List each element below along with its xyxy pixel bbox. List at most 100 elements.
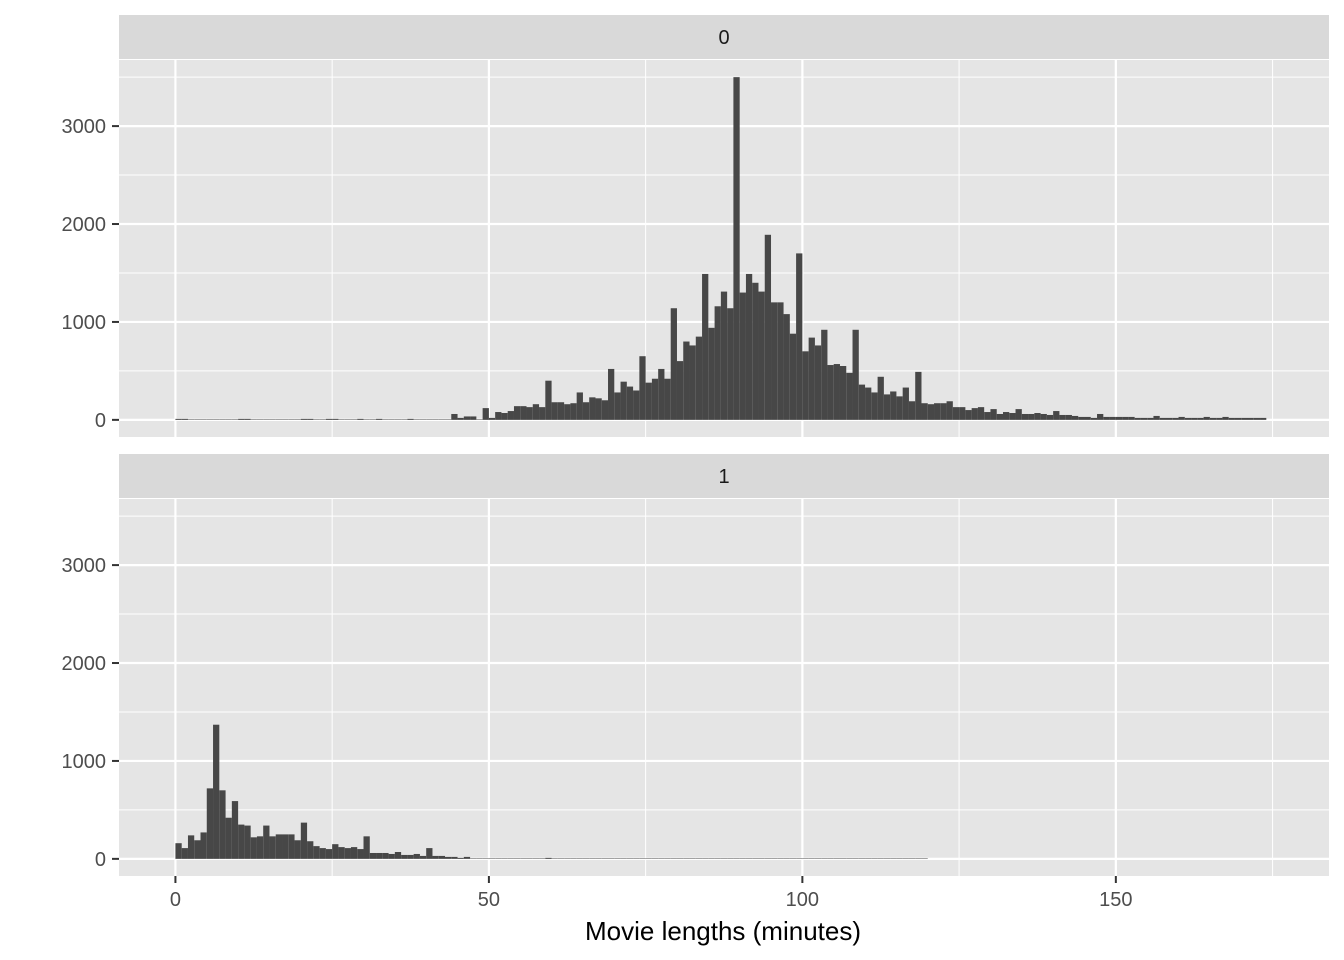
histogram-bar — [777, 302, 784, 420]
histogram-bar — [520, 858, 527, 859]
histogram-bar — [250, 837, 257, 859]
histogram-bar — [752, 858, 759, 859]
histogram-bar — [614, 858, 621, 859]
histogram-bar — [1228, 417, 1235, 420]
histogram-bar — [1159, 417, 1166, 420]
x-tick-label: 50 — [478, 889, 500, 911]
histogram-bar — [902, 387, 909, 420]
histogram-bar — [1216, 417, 1223, 420]
histogram-bar — [225, 419, 232, 420]
histogram-bar — [463, 416, 471, 420]
histogram-bar — [877, 858, 884, 859]
histogram-bar — [532, 404, 540, 420]
histogram-bar — [846, 372, 853, 420]
histogram-bar — [539, 407, 546, 420]
x-axis-title: Movie lengths (minutes) — [585, 916, 861, 946]
histogram-bar — [219, 419, 226, 420]
histogram-bar — [369, 419, 377, 420]
histogram-bar — [369, 852, 377, 859]
histogram-bar — [557, 402, 565, 420]
histogram-bar — [890, 858, 897, 859]
histogram-bar — [658, 858, 665, 859]
x-tick-label: 100 — [786, 889, 819, 911]
facet-panel-1: 1 0 1000 2000 3000 — [62, 454, 1329, 876]
histogram-bar — [971, 408, 978, 420]
histogram-bar — [908, 858, 916, 859]
histogram-bar — [727, 308, 734, 420]
histogram-bar — [300, 418, 308, 420]
histogram-bar — [445, 419, 452, 420]
y-tick-label: 0 — [95, 849, 106, 871]
histogram-bar — [438, 419, 446, 420]
histogram-bar — [695, 336, 703, 420]
histogram-bar — [388, 419, 395, 420]
histogram-bar — [789, 858, 797, 859]
histogram-bar — [1260, 417, 1267, 420]
histogram-bar — [576, 392, 583, 420]
histogram-bar — [394, 419, 402, 420]
histogram-bar — [300, 822, 308, 859]
histogram-bar — [664, 378, 671, 420]
histogram-bar — [363, 836, 370, 859]
histogram-bar — [921, 403, 928, 420]
histogram-bar — [263, 825, 270, 859]
histogram-bar — [1153, 415, 1160, 420]
histogram-bar — [814, 345, 822, 420]
histogram-bar — [231, 801, 239, 859]
histogram-bar — [645, 858, 652, 859]
histogram-bar — [1053, 411, 1060, 420]
histogram-bar — [463, 856, 471, 859]
histogram-bar — [714, 306, 721, 420]
histogram-bar — [739, 858, 746, 859]
histogram-bar — [1253, 417, 1261, 420]
histogram-bar — [319, 419, 326, 420]
histogram-bar — [445, 856, 452, 859]
histogram-bar — [376, 418, 383, 420]
histogram-bar — [507, 858, 514, 859]
histogram-bar — [507, 411, 514, 420]
histogram-bar — [269, 419, 276, 420]
histogram-bar — [727, 858, 734, 859]
histogram-bar — [1247, 417, 1254, 420]
histogram-bar — [689, 858, 696, 859]
histogram-bar — [332, 844, 339, 859]
histogram-bar — [1109, 416, 1116, 420]
histogram-bar — [814, 858, 822, 859]
histogram-bar — [1203, 416, 1210, 420]
histogram-bar — [570, 403, 577, 420]
histogram-bar — [288, 834, 295, 859]
histogram-bar — [307, 418, 314, 420]
histogram-bar — [495, 412, 502, 420]
histogram-bar — [564, 858, 571, 859]
y-tick-label: 2000 — [62, 214, 107, 236]
histogram-bar — [488, 417, 496, 420]
histogram-bar — [595, 398, 602, 420]
histogram-bar — [476, 419, 483, 420]
histogram-bar — [601, 400, 609, 420]
histogram-bar — [250, 419, 257, 420]
histogram-bar — [1084, 416, 1091, 420]
histogram-bar — [1015, 409, 1022, 420]
histogram-bar — [401, 854, 408, 859]
histogram-bar — [570, 858, 577, 859]
histogram-bar — [332, 418, 339, 420]
histogram-bar — [984, 412, 991, 420]
histogram-bar — [990, 409, 997, 420]
histogram-bar — [689, 345, 696, 420]
histogram-bar — [789, 333, 797, 420]
histogram-bar — [294, 419, 301, 420]
histogram-bar — [407, 418, 414, 420]
histogram-bar — [520, 406, 527, 420]
histogram-bar — [865, 858, 872, 859]
histogram-bar — [821, 858, 828, 859]
histogram-bar — [664, 858, 671, 859]
histogram-bar — [1115, 416, 1123, 420]
histogram-bar — [194, 840, 201, 859]
histogram-bar — [1028, 413, 1035, 420]
histogram-bar — [451, 856, 458, 859]
histogram-bar — [595, 858, 602, 859]
histogram-bar — [551, 402, 558, 420]
histogram-bar — [256, 836, 264, 859]
histogram-bar — [1140, 417, 1148, 420]
histogram-bar — [513, 858, 521, 859]
